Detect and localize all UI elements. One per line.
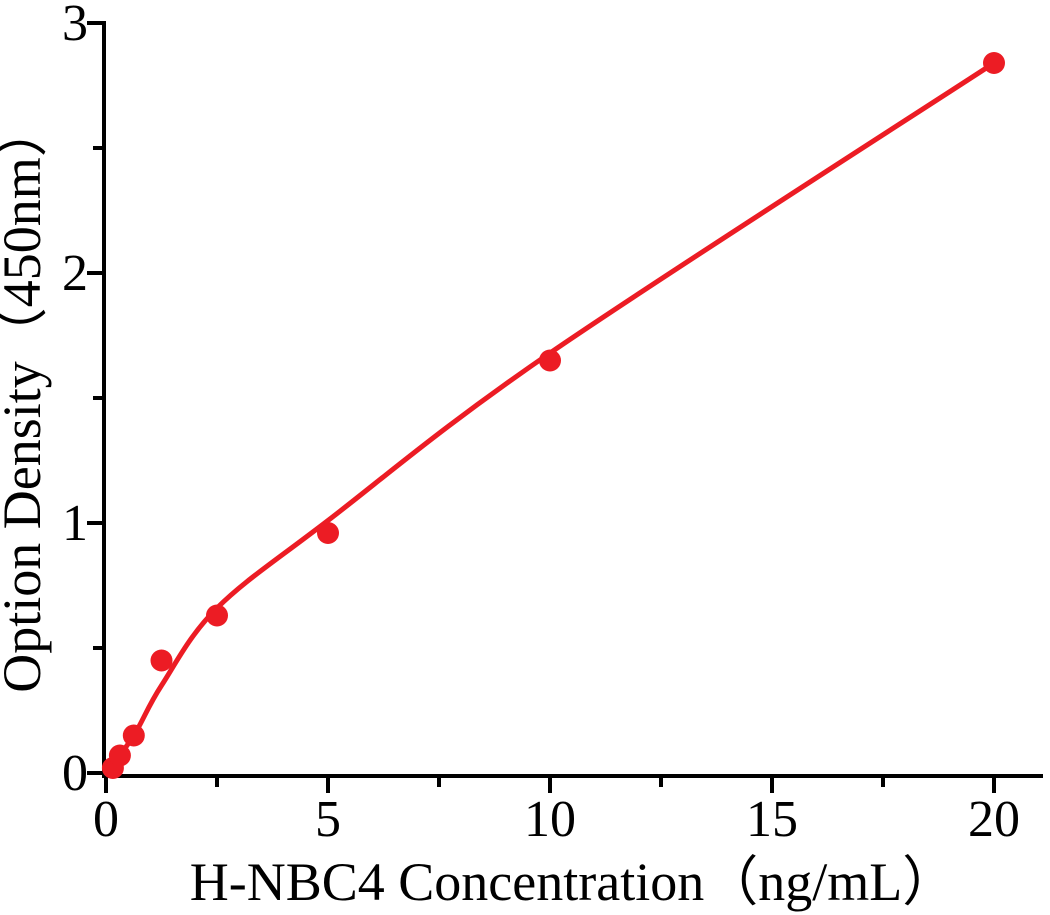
x-tick-label: 10 xyxy=(524,791,576,848)
y-tick-label: 3 xyxy=(62,0,88,52)
x-tick-label: 5 xyxy=(315,791,341,848)
data-points xyxy=(101,52,1005,779)
y-tick-label: 0 xyxy=(62,745,88,802)
data-point xyxy=(206,604,228,627)
y-tick-label: 1 xyxy=(62,495,88,552)
y-axis-title: Option Density（450nm） xyxy=(0,103,52,693)
data-point xyxy=(108,744,131,767)
axes xyxy=(102,21,1043,778)
axis-ticks xyxy=(87,21,996,793)
x-tick-label: 0 xyxy=(93,791,119,848)
x-tick-label: 15 xyxy=(746,791,798,848)
y-tick-label: 2 xyxy=(62,245,88,302)
data-point xyxy=(150,649,173,672)
data-point xyxy=(539,349,561,372)
x-axis-title: H-NBC4 Concentration（ng/mL） xyxy=(190,852,956,912)
data-point xyxy=(122,724,145,747)
data-point xyxy=(983,52,1005,74)
x-tick-label: 20 xyxy=(968,791,1020,848)
data-point xyxy=(317,522,339,544)
fit-curve-line xyxy=(103,60,997,776)
axis-tick-labels: 0 5 10 15 20 0 1 2 3 xyxy=(62,0,1020,848)
